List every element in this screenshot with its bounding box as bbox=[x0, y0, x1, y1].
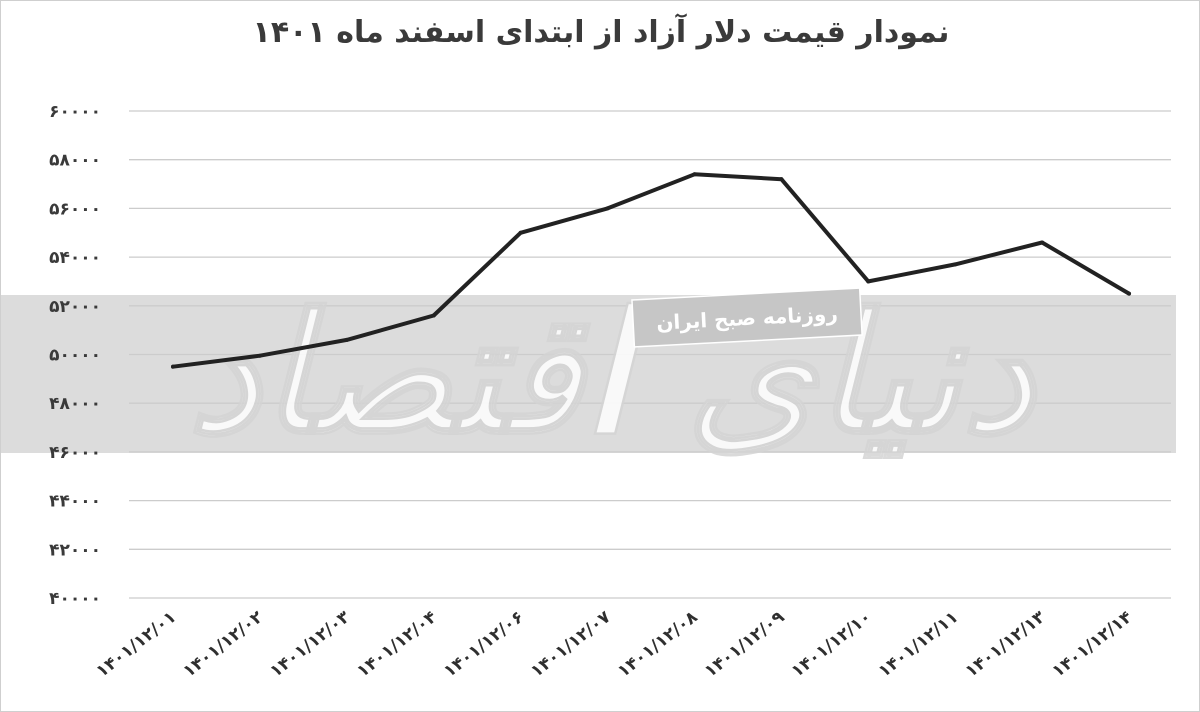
y-tick-label: ۶۰۰۰۰ bbox=[49, 102, 101, 122]
data-point bbox=[518, 230, 523, 235]
y-tick-label: ۴۲۰۰۰ bbox=[49, 540, 101, 560]
chart-title: نمودار قیمت دلار آزاد از ابتدای اسفند ما… bbox=[252, 15, 950, 50]
data-point bbox=[257, 353, 262, 358]
data-point bbox=[605, 206, 610, 211]
data-point bbox=[1127, 291, 1131, 296]
x-tick-label: ۱۴۰۱/۱۲/۱۰ bbox=[788, 607, 876, 682]
y-tick-label: ۵۸۰۰۰ bbox=[49, 151, 101, 171]
x-tick-label: ۱۴۰۱/۱۲/۱۱ bbox=[875, 607, 963, 682]
data-point bbox=[953, 262, 958, 267]
data-point bbox=[344, 337, 349, 342]
data-point bbox=[1040, 240, 1045, 245]
y-tick-label: ۴۸۰۰۰ bbox=[49, 394, 101, 414]
watermark-logo: دنیای اقتصاد bbox=[187, 276, 1038, 470]
data-point bbox=[431, 313, 436, 318]
x-tick-label: ۱۴۰۱/۱۲/۰۳ bbox=[266, 607, 354, 682]
x-tick-label: ۱۴۰۱/۱۲/۱۴ bbox=[1049, 607, 1137, 682]
y-tick-label: ۵۶۰۰۰ bbox=[49, 199, 101, 219]
watermark-band bbox=[1, 295, 1176, 453]
x-tick-label: ۱۴۰۱/۱۲/۰۱ bbox=[93, 607, 181, 682]
x-tick-label: ۱۴۰۱/۱۲/۰۸ bbox=[614, 607, 702, 682]
y-tick-label: ۴۰۰۰۰ bbox=[49, 589, 101, 609]
x-tick-label: ۱۴۰۱/۱۲/۰۴ bbox=[353, 607, 441, 682]
data-point bbox=[779, 177, 784, 182]
y-tick-label: ۵۰۰۰۰ bbox=[49, 346, 101, 366]
x-tick-label: ۱۴۰۱/۱۲/۰۶ bbox=[440, 607, 528, 682]
data-point bbox=[171, 364, 175, 369]
watermark-caption-box bbox=[631, 287, 863, 348]
y-tick-label: ۴۴۰۰۰ bbox=[49, 492, 101, 512]
x-tick-label: ۱۴۰۱/۱۲/۰۷ bbox=[527, 607, 615, 682]
x-tick-label: ۱۴۰۱/۱۲/۱۳ bbox=[962, 607, 1050, 682]
y-tick-label: ۵۲۰۰۰ bbox=[49, 297, 101, 317]
x-tick-label: ۱۴۰۱/۱۲/۰۹ bbox=[701, 607, 789, 682]
data-point bbox=[692, 172, 697, 177]
y-tick-label: ۵۴۰۰۰ bbox=[49, 248, 101, 268]
data-point bbox=[866, 279, 871, 284]
y-tick-label: ۴۶۰۰۰ bbox=[49, 443, 101, 463]
series-line bbox=[171, 172, 1131, 369]
x-tick-label: ۱۴۰۱/۱۲/۰۲ bbox=[179, 607, 267, 682]
